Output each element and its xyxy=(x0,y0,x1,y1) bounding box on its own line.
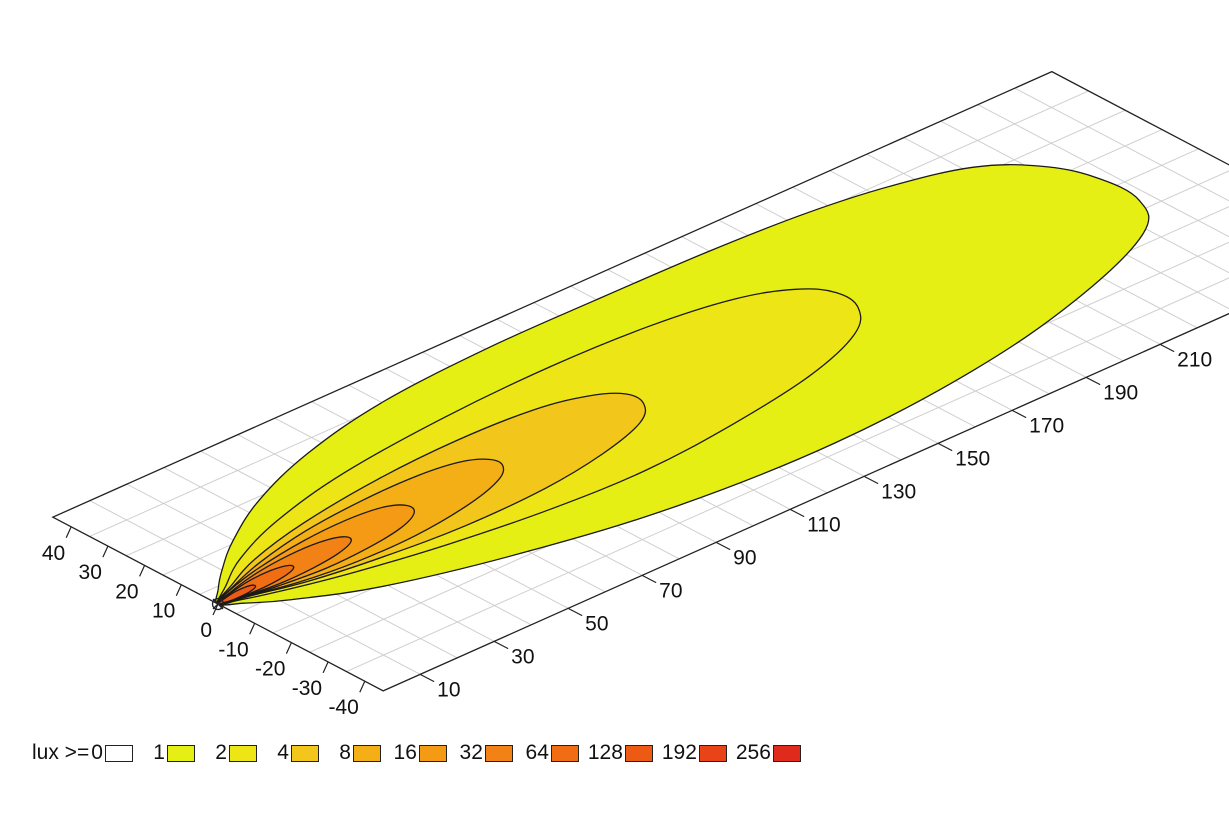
legend-item: 128 xyxy=(581,741,653,765)
legend-item: 0 xyxy=(91,741,133,765)
legend-item: 256 xyxy=(729,741,801,765)
x-tick xyxy=(1011,409,1027,419)
y-tick xyxy=(212,603,219,616)
x-tick-label: 10 xyxy=(437,678,460,701)
y-tick xyxy=(175,584,182,596)
legend-swatch xyxy=(698,744,727,762)
x-tick xyxy=(493,640,509,650)
legend-label: 64 xyxy=(525,741,549,764)
x-tick xyxy=(1085,376,1101,386)
legend-item: 8 xyxy=(321,741,381,765)
legend-label: 2 xyxy=(215,741,227,764)
legend-label: 128 xyxy=(587,741,623,764)
legend-swatch xyxy=(290,744,319,762)
legend-item: 192 xyxy=(655,741,727,765)
y-tick xyxy=(65,526,72,539)
y-axis: 40 30 20 10 0 -10 -20 -30 -40 xyxy=(42,526,366,719)
y-tick-label: -30 xyxy=(292,677,322,700)
legend-swatch xyxy=(550,744,579,762)
legend-swatch xyxy=(352,744,381,762)
y-tick-label: 20 xyxy=(115,580,138,603)
luminaire-circle xyxy=(211,597,225,611)
legend-swatch xyxy=(228,744,257,762)
y-tick xyxy=(285,642,292,654)
legend-swatch xyxy=(484,744,513,762)
x-tick-label: 170 xyxy=(1029,414,1064,437)
legend: lux >= 0 1 2 4 8 16 32 64 128 192 256 xyxy=(32,738,803,768)
y-tick-label: -40 xyxy=(328,696,358,719)
legend-label: 256 xyxy=(735,741,771,764)
x-tick-label: 30 xyxy=(511,645,534,668)
legend-item: 32 xyxy=(449,741,513,765)
legend-label: 0 xyxy=(91,741,103,764)
legend-swatch xyxy=(624,744,653,762)
grid-line-y xyxy=(346,277,1229,673)
y-tick xyxy=(322,661,329,674)
y-tick xyxy=(139,565,146,577)
legend-swatch xyxy=(418,744,447,762)
contours xyxy=(215,164,1150,606)
x-tick-label: 190 xyxy=(1103,381,1138,404)
legend-label: 16 xyxy=(393,741,417,764)
x-tick-label: 110 xyxy=(807,513,840,536)
x-tick-label: 50 xyxy=(585,612,608,635)
x-tick xyxy=(1159,343,1175,353)
x-tick xyxy=(863,475,879,485)
y-tick-label: 40 xyxy=(42,542,65,565)
legend-title: lux >= xyxy=(32,741,90,764)
y-tick-label: 10 xyxy=(152,600,175,623)
y-tick-label: 30 xyxy=(79,561,102,584)
legend-item: 2 xyxy=(197,741,257,765)
x-tick-label: 130 xyxy=(881,480,916,503)
x-tick-label: 150 xyxy=(955,447,990,470)
legend-item: 4 xyxy=(259,741,319,765)
contour-128-lux xyxy=(217,584,257,605)
legend-swatch xyxy=(166,744,195,762)
legend-swatch xyxy=(772,744,801,762)
grid-line-x xyxy=(1014,87,1229,202)
y-tick-label: 0 xyxy=(200,619,212,642)
x-axis: 1030507090110130150170190210230250 xyxy=(419,343,1212,701)
legend-item: 16 xyxy=(383,741,447,765)
x-tick xyxy=(419,673,435,683)
legend-label: 4 xyxy=(277,741,289,764)
x-tick xyxy=(789,508,805,518)
x-tick-label: 70 xyxy=(659,579,682,602)
x-tick xyxy=(937,442,953,452)
grid-line-x xyxy=(977,104,1229,238)
x-tick xyxy=(715,541,731,551)
y-tick xyxy=(359,680,366,693)
y-tick xyxy=(249,623,256,635)
legend-label: 32 xyxy=(459,741,483,764)
legend-label: 1 xyxy=(153,741,165,764)
x-tick xyxy=(641,574,657,584)
legend-item: 1 xyxy=(135,741,195,765)
y-tick xyxy=(102,545,109,558)
plane-border xyxy=(51,70,1229,692)
x-tick-label: 210 xyxy=(1177,348,1212,371)
legend-swatch xyxy=(104,744,133,762)
legend-item: 64 xyxy=(515,741,579,765)
x-tick-label: 90 xyxy=(733,546,756,569)
legend-label: 8 xyxy=(339,741,351,764)
legend-label: 192 xyxy=(661,741,697,764)
x-tick xyxy=(567,607,583,617)
y-tick-label: -10 xyxy=(218,638,248,661)
y-tick-label: -20 xyxy=(255,658,285,681)
